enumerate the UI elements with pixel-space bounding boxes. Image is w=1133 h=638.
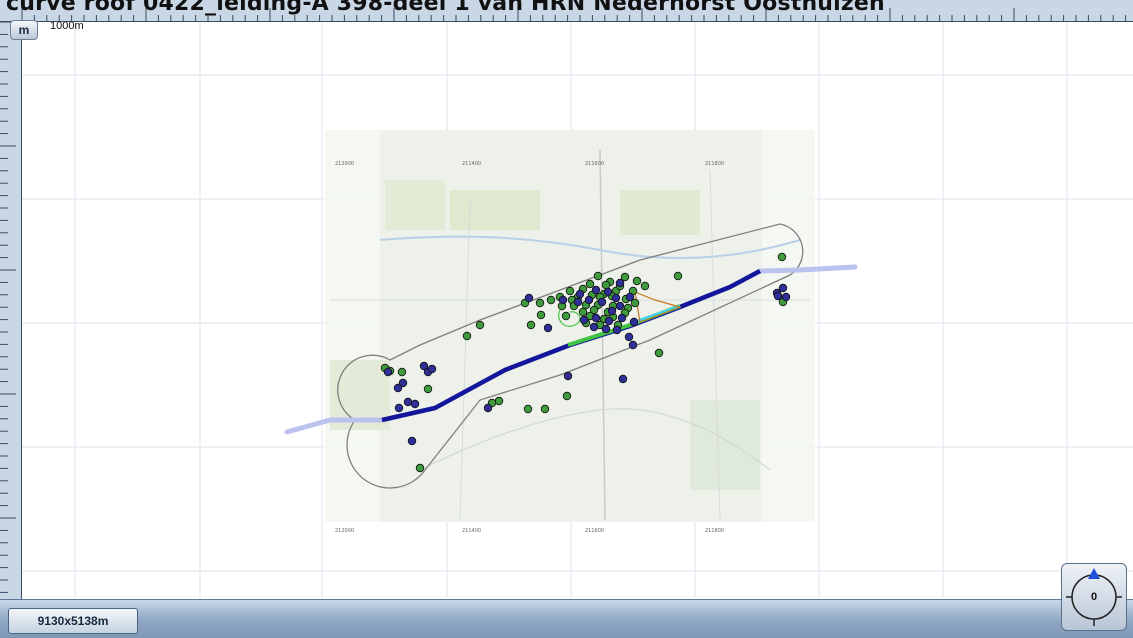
marker-green[interactable] <box>777 252 787 262</box>
marker-green[interactable] <box>536 310 546 320</box>
basemap-label-top-0: 211400 <box>462 161 481 167</box>
map-canvas[interactable]: 211400 211600 211800 212000 211400 21160… <box>22 22 1133 598</box>
marker-blue[interactable] <box>589 322 599 332</box>
marker-blue[interactable] <box>427 364 437 374</box>
marker-blue[interactable] <box>773 291 783 301</box>
marker-green[interactable] <box>585 279 595 289</box>
marker-green[interactable] <box>632 276 642 286</box>
marker-green[interactable] <box>601 280 611 290</box>
marker-green[interactable] <box>523 404 533 414</box>
marker-blue[interactable] <box>524 293 534 303</box>
marker-blue[interactable] <box>624 332 634 342</box>
marker-blue[interactable] <box>394 403 404 413</box>
green-outline-shape[interactable] <box>558 309 581 327</box>
route-line-faded-west[interactable] <box>284 417 385 435</box>
basemap-label-bottom-2: 211800 <box>705 528 724 534</box>
marker-green[interactable] <box>540 404 550 414</box>
marker-blue[interactable] <box>628 340 638 350</box>
marker-blue[interactable] <box>629 317 639 327</box>
basemap-label-top-2: 211800 <box>705 161 724 167</box>
blue-markers[interactable] <box>383 278 791 446</box>
map-viewport[interactable]: 211400 211600 211800 212000 211400 21160… <box>22 22 1133 598</box>
marker-green[interactable] <box>565 286 575 296</box>
marker-green[interactable] <box>654 348 664 358</box>
marker-green[interactable] <box>640 281 650 291</box>
marker-blue[interactable] <box>591 285 601 295</box>
marker-blue[interactable] <box>393 383 403 393</box>
basemap-label-bottom-3: 212000 <box>335 528 354 534</box>
marker-blue[interactable] <box>597 297 607 307</box>
marker-blue[interactable] <box>625 292 635 302</box>
marker-blue[interactable] <box>573 297 583 307</box>
marker-blue[interactable] <box>398 378 408 388</box>
marker-blue[interactable] <box>604 316 614 326</box>
basemap-label-top-3: 212000 <box>335 161 354 167</box>
top-ruler[interactable] <box>0 0 1133 22</box>
marker-blue[interactable] <box>603 287 613 297</box>
marker-green[interactable] <box>423 384 433 394</box>
marker-green[interactable] <box>561 311 571 321</box>
marker-green[interactable] <box>620 272 630 282</box>
compass-control[interactable]: 0 <box>1061 563 1127 631</box>
marker-green[interactable] <box>593 271 603 281</box>
marker-blue[interactable] <box>591 313 601 323</box>
marker-blue[interactable] <box>584 295 594 305</box>
marker-blue[interactable] <box>612 325 622 335</box>
marker-blue[interactable] <box>601 324 611 334</box>
marker-blue[interactable] <box>403 397 413 407</box>
left-ruler[interactable] <box>0 0 22 604</box>
buffer-corridor[interactable] <box>337 223 804 489</box>
marker-green[interactable] <box>546 295 556 305</box>
marker-blue[interactable] <box>607 306 617 316</box>
compass-heading: 0 <box>1090 591 1098 603</box>
marker-green[interactable] <box>494 396 504 406</box>
compass-icon <box>1066 568 1122 626</box>
basemap-label-bottom-1: 211600 <box>585 528 604 534</box>
marker-blue[interactable] <box>617 313 627 323</box>
marker-green[interactable] <box>562 391 572 401</box>
left-ruler-background <box>0 0 22 604</box>
marker-blue[interactable] <box>410 399 420 409</box>
marker-blue[interactable] <box>615 278 625 288</box>
section-outline[interactable] <box>634 291 682 323</box>
marker-green[interactable] <box>462 331 472 341</box>
scale-label: 1000m <box>50 20 84 32</box>
marker-blue[interactable] <box>383 367 393 377</box>
map-size-readout[interactable]: 9130x5138m <box>8 608 138 634</box>
basemap-label-bottom-0: 211400 <box>462 528 481 534</box>
marker-blue[interactable] <box>407 436 417 446</box>
route-line-faded-east[interactable] <box>757 264 858 274</box>
top-ruler-background <box>0 0 1133 22</box>
marker-blue[interactable] <box>579 315 589 325</box>
marker-blue[interactable] <box>611 293 621 303</box>
marker-blue[interactable] <box>781 292 791 302</box>
marker-blue[interactable] <box>575 289 585 299</box>
status-bar: 9130x5138m <box>0 599 1133 638</box>
marker-green[interactable] <box>415 463 425 473</box>
marker-blue[interactable] <box>615 301 625 311</box>
marker-green[interactable] <box>475 320 485 330</box>
marker-blue[interactable] <box>778 283 788 293</box>
marker-green[interactable] <box>526 320 536 330</box>
marker-blue[interactable] <box>543 323 553 333</box>
marker-blue[interactable] <box>558 295 568 305</box>
marker-green[interactable] <box>578 307 588 317</box>
marker-blue[interactable] <box>618 374 628 384</box>
marker-green[interactable] <box>630 298 640 308</box>
marker-green[interactable] <box>673 271 683 281</box>
marker-blue[interactable] <box>483 403 493 413</box>
marker-green[interactable] <box>589 305 599 315</box>
map-title: curve roof 0422_leiding-A 398-deel 1 van… <box>6 0 885 16</box>
topographic-basemap: 211400 211600 211800 212000 211400 21160… <box>325 130 815 534</box>
marker-green[interactable] <box>397 367 407 377</box>
unit-toggle-button[interactable]: m <box>10 20 38 40</box>
marker-blue[interactable] <box>419 361 429 371</box>
marker-blue[interactable] <box>563 371 573 381</box>
basemap-label-top-1: 211600 <box>585 161 604 167</box>
marker-green[interactable] <box>535 298 545 308</box>
